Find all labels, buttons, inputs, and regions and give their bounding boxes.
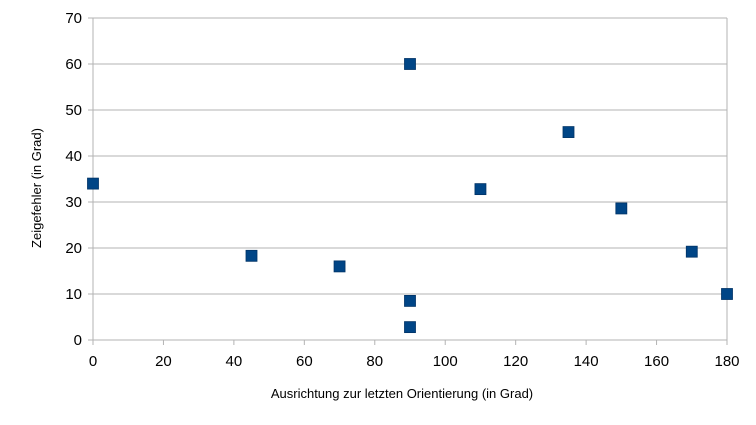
x-tick-label: 60 [296, 353, 313, 370]
data-point [404, 294, 416, 307]
x-tick-label: 0 [89, 353, 97, 370]
y-tick-label: 50 [65, 102, 82, 119]
data-point [474, 183, 487, 196]
x-tick-label: 180 [714, 353, 739, 370]
y-tick-label: 20 [65, 240, 82, 257]
data-point [404, 58, 416, 70]
x-tick-label: 120 [503, 353, 528, 370]
y-tick-label: 10 [65, 286, 82, 303]
data-points [87, 58, 733, 334]
x-tick-label: 160 [644, 353, 669, 370]
data-point [87, 177, 99, 190]
y-tick-labels: 0 10 20 30 40 50 60 70 [65, 10, 82, 349]
y-axis-title: Zeigefehler (in Grad) [29, 128, 44, 248]
x-axis-title: Ausrichtung zur letzten Orientierung (in… [271, 386, 533, 401]
data-point [404, 321, 416, 334]
y-tick-label: 40 [65, 148, 82, 165]
x-tick-label: 140 [574, 353, 599, 370]
data-point [685, 245, 698, 258]
x-tick-label: 100 [433, 353, 458, 370]
y-tick-label: 60 [65, 56, 82, 73]
data-point [333, 260, 346, 273]
data-point [562, 126, 575, 138]
x-tick-label: 40 [226, 353, 243, 370]
x-tick-label: 20 [155, 353, 172, 370]
y-tick-label: 0 [74, 332, 82, 349]
data-point [615, 202, 628, 215]
gridlines [93, 17, 727, 341]
x-tick-labels: 0 20 40 60 80 100 120 140 160 180 [89, 353, 740, 370]
y-tick-label: 30 [65, 194, 82, 211]
data-point [245, 249, 258, 262]
data-point [721, 288, 733, 300]
y-tick-label: 70 [65, 10, 82, 27]
x-tick-label: 80 [366, 353, 383, 370]
